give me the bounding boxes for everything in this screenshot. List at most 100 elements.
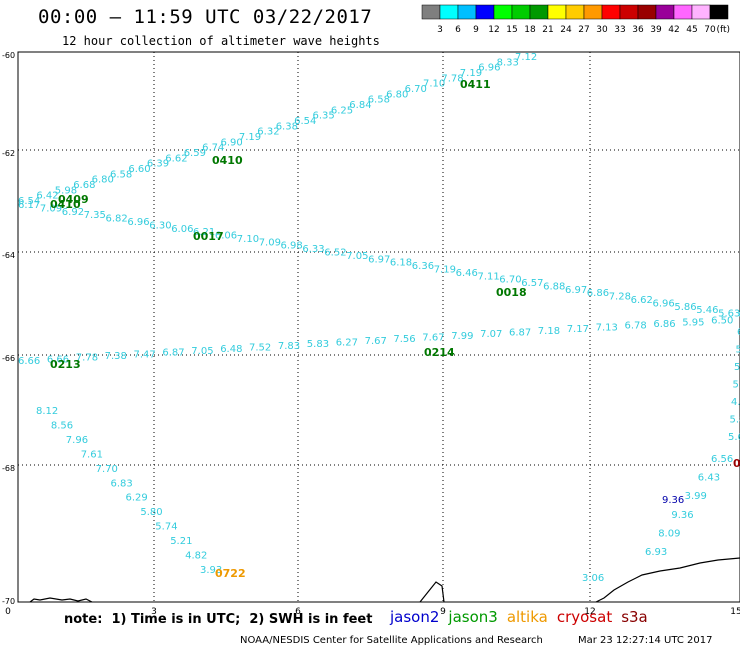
wave-height-value: 6.97 <box>565 285 587 296</box>
wave-height-value: 7.56 <box>393 334 415 345</box>
wave-height-value: 7.07 <box>480 329 502 340</box>
longitude-label: 9 <box>440 607 446 617</box>
wave-height-value: 6.38 <box>276 121 298 132</box>
color-scale-label: 27 <box>578 25 589 35</box>
lat-lon-grid <box>18 52 740 602</box>
wave-height-value: 7.61 <box>81 449 103 460</box>
longitude-label: 6 <box>295 607 301 617</box>
wave-height-value: 6.86 <box>587 288 609 299</box>
wave-height-value: 6.13 <box>737 327 740 338</box>
pass-number-label: 0410 <box>212 154 243 167</box>
color-scale-label: 15 <box>506 25 517 35</box>
wave-height-value: 6.87 <box>509 327 531 338</box>
wave-height-value: 7.52 <box>249 343 271 354</box>
color-swatch <box>709 4 729 20</box>
wave-height-value: 6.66 <box>47 354 69 365</box>
wave-height-value: 7.10 <box>237 234 259 245</box>
longitude-label: 12 <box>584 607 595 617</box>
pass-number-label: 0722 <box>215 567 246 580</box>
wave-height-value: 5.32 <box>734 362 740 373</box>
wave-height-value: 7.96 <box>66 435 88 446</box>
pass-number-label: 0213 <box>50 358 81 371</box>
wave-height-value: 6.98 <box>281 241 303 252</box>
antarctic-coastline <box>29 557 740 603</box>
wave-height-value: 6.43 <box>698 473 720 484</box>
wave-height-value: 6.96 <box>653 298 675 309</box>
latitude-label: -64 <box>2 251 15 260</box>
color-scale-label: 3 <box>437 25 443 35</box>
wave-height-value: 6.83 <box>111 478 133 489</box>
wave-height-value: 6.32 <box>257 127 279 138</box>
wave-height-value: 6.96 <box>478 63 500 74</box>
wave-height-value: 6.68 <box>73 180 95 191</box>
wave-height-value: 7.05 <box>346 251 368 262</box>
color-scale-label: 24 <box>560 25 572 35</box>
wave-height-value: 6.60 <box>128 164 150 175</box>
wave-height-value: 6.70 <box>499 275 521 286</box>
longitude-label: 3 <box>151 607 157 617</box>
wave-height-value: 6.17 <box>18 200 40 211</box>
wave-height-value: 8.33 <box>497 57 519 68</box>
wave-height-value: 6.87 <box>162 348 184 359</box>
wave-height-value: 7.19 <box>460 68 482 79</box>
generated-timestamp: Mar 23 12:27:14 UTC 2017 <box>578 635 713 646</box>
map-subtitle: 12 hour collection of altimeter wave hei… <box>62 34 380 48</box>
latitude-label: -66 <box>2 354 15 363</box>
pass-number-label: 0 <box>733 457 740 470</box>
wave-height-value: 6.70 <box>405 84 427 95</box>
wave-height-value: 5.85 <box>730 415 740 426</box>
pass-number-label: 0410 <box>50 198 81 211</box>
color-scale-label: 70 <box>704 25 716 35</box>
wave-height-value: 7.47 <box>134 349 156 360</box>
pass-number-label: 0411 <box>460 78 491 91</box>
wave-height-value: 6.58 <box>368 95 390 106</box>
satellite-legend-altika: altika <box>506 608 548 626</box>
wave-height-value: 5.63 <box>718 309 740 320</box>
color-scale-swatches <box>421 4 729 20</box>
pass-number-label: 0214 <box>424 346 455 359</box>
wave-height-value: 6.48 <box>220 344 242 355</box>
wave-height-value: 5.83 <box>307 339 329 350</box>
color-scale-label: 21 <box>542 25 553 35</box>
pass-number-label: 0409 <box>58 193 89 206</box>
wave-height-value: 6.82 <box>106 214 128 225</box>
wave-height-value: 6.92 <box>62 207 84 218</box>
wave-height-value: 6.78 <box>625 321 647 332</box>
wave-height-value: 7.67 <box>422 333 444 344</box>
wave-height-value: 6.57 <box>521 278 543 289</box>
wave-height-value: 5.95 <box>682 317 704 328</box>
wave-height-value: 6.66 <box>18 356 40 367</box>
wave-height-value: 6.54 <box>294 116 316 127</box>
wave-height-value: 6.80 <box>92 175 114 186</box>
longitude-label: 0 <box>5 607 11 617</box>
wave-height-value: 6.86 <box>653 319 675 330</box>
wave-height-value: 5.77 <box>736 345 740 356</box>
wave-height-value: 7.13 <box>596 322 618 333</box>
wave-height-value: 5.21 <box>170 536 192 547</box>
wave-height-value: 6.52 <box>324 248 346 259</box>
wave-height-value: 6.54 <box>18 196 40 207</box>
satellite-legend-jason3: jason3 <box>448 608 498 626</box>
latitude-label: -60 <box>2 51 15 60</box>
wave-height-value: 6.97 <box>368 254 390 265</box>
wave-height-value: 7.78 <box>441 73 463 84</box>
wave-height-value: 7.09 <box>259 237 281 248</box>
wave-height-value: 8.56 <box>51 421 73 432</box>
wave-height-value: 7.05 <box>191 346 213 357</box>
wave-height-value: 5.21 <box>733 380 740 391</box>
wave-height-value: 7.11 <box>478 271 500 282</box>
wave-height-value: 3.99 <box>685 491 707 502</box>
wave-height-value: 7.83 <box>278 341 300 352</box>
wave-height-value: 5.86 <box>674 302 696 313</box>
credit-text: NOAA/NESDIS Center for Satellite Applica… <box>240 635 543 646</box>
wave-height-value: 4.82 <box>185 551 207 562</box>
color-scale-label: 30 <box>596 25 608 35</box>
wave-height-value: 7.18 <box>538 326 560 337</box>
latitude-label: -62 <box>2 149 15 158</box>
wave-height-value: 7.17 <box>567 324 589 335</box>
wave-height-value: 4.74 <box>731 397 740 408</box>
wave-height-value: 6.35 <box>313 111 335 122</box>
wave-height-value: 9.36 <box>671 510 693 521</box>
wave-height-value: 6.59 <box>184 148 206 159</box>
wave-height-value: 6.96 <box>127 217 149 228</box>
